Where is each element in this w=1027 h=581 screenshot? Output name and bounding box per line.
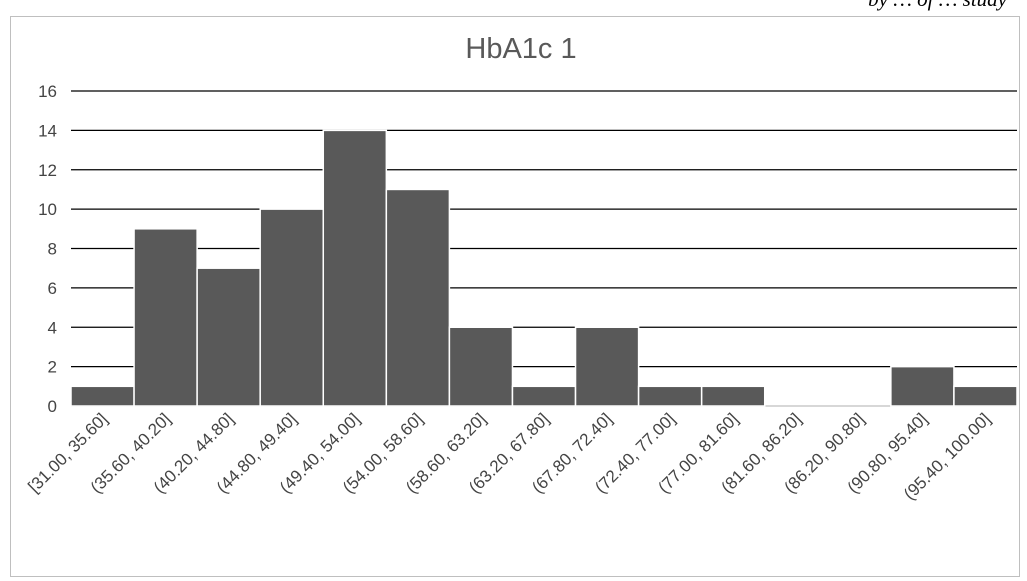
y-tick-label: 6 xyxy=(48,279,57,298)
y-tick-label: 0 xyxy=(48,397,57,416)
bar xyxy=(196,267,261,407)
bar xyxy=(953,385,1018,407)
bar xyxy=(259,208,325,407)
bar xyxy=(322,129,388,407)
bar xyxy=(70,385,135,407)
bar xyxy=(448,326,514,407)
y-tick-label: 10 xyxy=(38,200,57,219)
bar xyxy=(890,365,955,407)
cropped-header-text: by … of … study xyxy=(868,0,1007,12)
y-axis-ticks: 0 2 4 6 8 10 12 14 16 xyxy=(38,82,57,416)
y-tick-label: 14 xyxy=(38,121,57,140)
bar xyxy=(511,385,577,407)
y-tick-label: 8 xyxy=(48,240,57,259)
y-tick-label: 12 xyxy=(38,161,57,180)
bar xyxy=(637,385,703,407)
y-tick-label: 16 xyxy=(38,82,57,101)
y-tick-label: 4 xyxy=(48,318,57,337)
bar xyxy=(385,188,451,407)
bar xyxy=(700,385,766,407)
chart-title: HbA1c 1 xyxy=(465,33,576,65)
x-axis-ticks: [31.00, 35.60](35.60, 40.20](40.20, 44.8… xyxy=(24,409,994,503)
bars xyxy=(70,129,1018,407)
cropped-header-strip: by … of … study xyxy=(0,0,1027,14)
y-tick-label: 2 xyxy=(48,358,57,377)
bar xyxy=(133,228,198,407)
bar xyxy=(574,326,640,407)
